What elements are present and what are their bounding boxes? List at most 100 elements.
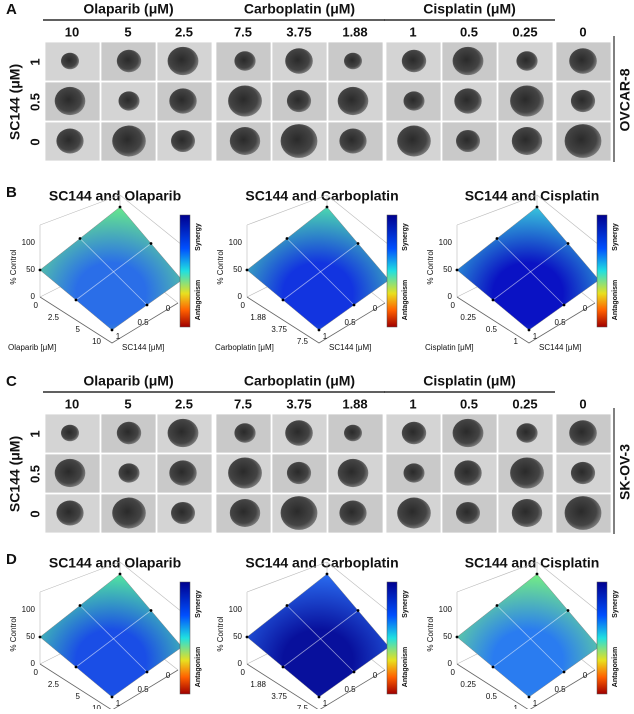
z-tick-label: 100 — [229, 605, 243, 614]
axis-box — [456, 561, 538, 593]
colorbar — [386, 214, 398, 328]
x-tick-label: 1.88 — [250, 313, 266, 322]
dose-label: 2.5 — [175, 24, 193, 39]
spheroid — [167, 418, 199, 448]
spheroid — [61, 424, 79, 442]
surface-point — [317, 328, 321, 332]
z-tick-label: 0 — [448, 659, 453, 668]
z-tick-label: 100 — [229, 238, 243, 247]
colorbar-label: Antagonism — [402, 280, 409, 320]
surface-point — [352, 303, 356, 307]
spheroid — [511, 127, 543, 155]
x-tick-label: 7.5 — [297, 704, 309, 709]
y-tick-label: 0 — [583, 671, 588, 680]
y-tick-label: 1 — [533, 699, 538, 708]
spheroid — [564, 496, 602, 530]
z-tick-label: 50 — [233, 265, 242, 274]
surface-point — [78, 237, 82, 240]
y-tick-label: 1 — [116, 699, 121, 708]
surface-point — [356, 242, 360, 245]
y-tick-label: 0 — [166, 671, 171, 680]
y-tick-label: 1 — [533, 332, 538, 341]
spheroid — [339, 128, 367, 154]
surface-point — [245, 635, 249, 639]
response-surface — [246, 573, 390, 698]
y-axis-label: SC144 [μM] — [539, 343, 581, 352]
dose-label: 1 — [409, 24, 416, 39]
drug-header: Cisplatin (μM) — [423, 1, 516, 17]
axis-box — [326, 561, 390, 613]
colorbar-label: Synergy — [195, 590, 202, 618]
spheroid — [229, 499, 261, 527]
spheroid — [569, 420, 597, 446]
plot-title: SC144 and Cisplatin — [465, 188, 600, 204]
spheroid — [452, 418, 484, 448]
z-axis-label: % Control — [426, 616, 435, 651]
spheroid — [229, 127, 261, 155]
spheroid — [403, 463, 425, 483]
axis-box — [119, 561, 183, 613]
surface-mesh — [282, 243, 359, 301]
spheroid — [516, 51, 538, 71]
spheroid — [286, 89, 312, 113]
plot-title: SC144 and Olaparib — [49, 555, 181, 571]
floor-edge — [246, 296, 386, 344]
colorbar — [596, 214, 608, 328]
x-tick-label: 3.75 — [271, 325, 287, 334]
surface-point — [566, 609, 570, 612]
plot-title: SC144 and Cisplatin — [465, 555, 600, 571]
row-label: 0.5 — [27, 93, 42, 111]
y-axis-label: SC144 (μM) — [7, 64, 23, 140]
z-axis-label: % Control — [9, 616, 18, 651]
y-tick-label: 1 — [323, 699, 328, 708]
panel-letter: B — [6, 184, 17, 201]
spheroid — [112, 497, 146, 529]
colorbar — [179, 581, 191, 695]
spheroid — [112, 125, 146, 157]
colorbar-label: Synergy — [402, 223, 409, 251]
surface-point — [527, 328, 531, 332]
spheroid — [511, 499, 543, 527]
x-tick-label: 2.5 — [48, 680, 60, 689]
y-tick-label: 1 — [116, 332, 121, 341]
spheroid — [234, 423, 256, 443]
x-tick-label: 0.5 — [486, 692, 498, 701]
x-axis-label: Cisplatin [μM] — [425, 343, 474, 352]
x-tick-label: 5 — [76, 692, 81, 701]
spheroid — [56, 128, 84, 154]
row-label: 1 — [27, 58, 42, 65]
surface-point — [281, 298, 285, 302]
x-tick-label: 10 — [92, 704, 101, 709]
z-axis-label: % Control — [426, 249, 435, 284]
axis-box — [536, 194, 600, 246]
row-label: 0 — [27, 138, 42, 145]
surface-point — [495, 237, 499, 240]
plot-title: SC144 and Carboplatin — [245, 555, 398, 571]
dose-label: 0.5 — [460, 24, 478, 39]
axis-box — [326, 194, 390, 246]
axis-box — [39, 194, 121, 226]
spheroid — [118, 91, 140, 111]
z-tick-label: 100 — [439, 605, 453, 614]
spheroid — [61, 52, 79, 70]
spheroid — [171, 501, 195, 525]
spheroid — [116, 421, 142, 445]
spheroid — [118, 463, 140, 483]
spheroid — [169, 88, 197, 114]
surface-mesh — [75, 610, 152, 668]
surface-point — [455, 268, 459, 272]
surface-point — [74, 665, 78, 669]
x-tick-label: 1.88 — [250, 680, 266, 689]
surface-point — [356, 609, 360, 612]
surface-point — [562, 670, 566, 674]
spheroid — [280, 124, 318, 158]
z-tick-label: 0 — [31, 292, 36, 301]
y-tick-label: 1 — [323, 332, 328, 341]
x-tick-label: 2.5 — [48, 313, 60, 322]
spheroid — [569, 48, 597, 74]
spheroid — [171, 129, 195, 153]
surface-point — [38, 268, 42, 272]
row-label: 1 — [27, 430, 42, 437]
surface-mesh — [282, 610, 359, 668]
y-axis-label: SC144 (μM) — [7, 436, 23, 512]
